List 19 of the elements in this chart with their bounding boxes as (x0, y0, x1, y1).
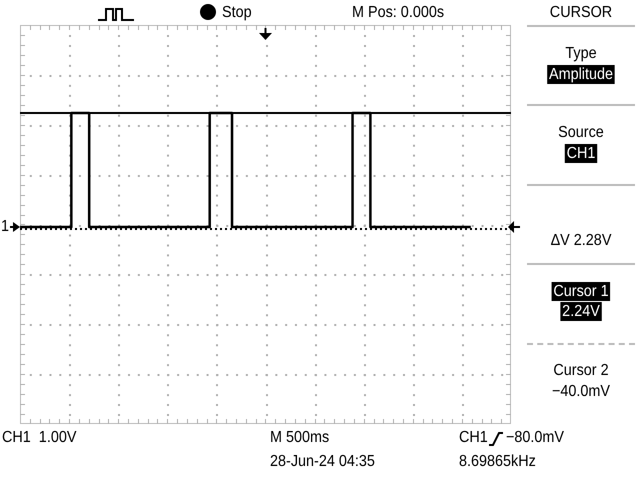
text: Source (558, 123, 604, 142)
text: CH1 1.00V (2, 428, 76, 447)
text: CH1 (459, 428, 488, 447)
text: M 500ms (270, 428, 330, 447)
text: 28-Jun-24 04:35 (270, 452, 375, 471)
text: Cursor 2 (553, 361, 609, 380)
text: Cursor 1 (552, 282, 610, 301)
text: Amplitude (547, 65, 615, 84)
text: 1 (1, 217, 10, 236)
text: CH1 (564, 144, 598, 163)
text: M Pos: 0.000s (352, 3, 444, 22)
text: Type (565, 44, 597, 63)
text: −80.0mV (506, 428, 564, 447)
text: Stop (222, 3, 252, 22)
text: CURSOR (550, 3, 612, 22)
text: ΔV 2.28V (550, 231, 612, 250)
text: 8.69865kHz (459, 452, 536, 471)
text: 2.24V (560, 302, 602, 321)
text: −40.0mV (552, 382, 610, 401)
